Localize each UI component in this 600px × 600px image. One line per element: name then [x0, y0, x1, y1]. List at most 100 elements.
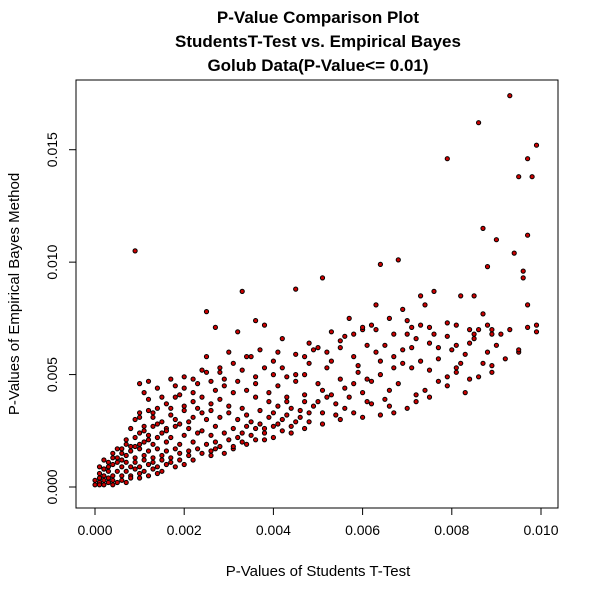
data-point [199, 394, 205, 400]
data-point [261, 437, 268, 443]
data-point [284, 399, 290, 405]
data-point [244, 354, 250, 360]
data-point [342, 333, 348, 339]
data-point [400, 306, 406, 312]
data-point [137, 441, 143, 447]
data-point [444, 320, 450, 326]
data-point [489, 369, 495, 375]
data-point [525, 232, 531, 238]
data-point [404, 318, 410, 324]
data-point [368, 401, 375, 407]
data-point [235, 416, 241, 423]
data-point [533, 322, 540, 328]
data-point [208, 448, 214, 454]
data-point [226, 437, 232, 443]
data-point [92, 477, 98, 483]
data-point [119, 477, 125, 483]
data-point [110, 455, 116, 461]
data-point [261, 322, 268, 328]
data-point [168, 455, 174, 461]
data-point [315, 399, 321, 405]
data-point [137, 464, 143, 470]
data-point [288, 405, 294, 411]
data-point [310, 403, 317, 409]
data-point [159, 452, 165, 459]
data-point [248, 432, 254, 438]
data-point [190, 457, 196, 463]
data-point [458, 293, 464, 299]
data-point [471, 331, 477, 337]
data-point [208, 407, 214, 414]
data-point [114, 468, 120, 474]
data-point [168, 434, 174, 441]
data-point [319, 410, 326, 416]
data-point [101, 466, 107, 472]
data-point [132, 443, 138, 450]
data-point [141, 428, 147, 434]
y-tick-label: 0.015 [44, 132, 60, 167]
data-point [324, 394, 330, 400]
data-point [239, 288, 245, 294]
data-point [230, 443, 236, 450]
data-point [208, 452, 214, 459]
data-point [163, 439, 169, 445]
data-point [476, 374, 482, 380]
data-point [257, 421, 263, 427]
data-point [306, 410, 312, 416]
data-point [101, 473, 107, 479]
data-point [141, 390, 147, 396]
data-point [186, 425, 192, 432]
data-point [351, 410, 357, 416]
data-point [270, 410, 276, 416]
data-point [426, 324, 433, 330]
data-point [476, 327, 482, 333]
data-point [297, 407, 303, 414]
data-point [422, 387, 428, 393]
data-point [154, 434, 160, 441]
data-point [489, 363, 495, 369]
data-point [110, 450, 116, 456]
data-point [150, 441, 156, 447]
data-point [302, 399, 308, 405]
data-point [302, 372, 308, 378]
data-point [409, 324, 415, 330]
data-point [480, 360, 486, 366]
data-point [458, 360, 464, 366]
data-point [284, 374, 290, 380]
data-point [163, 461, 169, 468]
data-point [212, 324, 218, 330]
data-point [105, 468, 112, 474]
data-point [480, 225, 486, 231]
data-point [266, 390, 272, 396]
data-point [351, 331, 357, 337]
data-point [244, 441, 250, 447]
data-point [105, 475, 112, 481]
data-point [409, 365, 415, 371]
data-point [212, 387, 218, 393]
data-point [404, 331, 410, 337]
data-point [462, 390, 468, 396]
data-point [177, 450, 183, 456]
data-point [132, 416, 138, 423]
plot-area-frame [75, 79, 559, 509]
data-point [154, 421, 160, 427]
chart-title: P-Value Comparison Plot StudentsT-Test v… [175, 8, 461, 75]
data-point [409, 345, 415, 351]
data-point [137, 430, 143, 436]
data-point [119, 450, 125, 456]
data-point [110, 482, 116, 488]
data-point [168, 376, 174, 382]
data-point [253, 437, 259, 443]
data-point [525, 324, 531, 330]
data-point [159, 468, 165, 474]
data-point [319, 275, 326, 281]
data-point [270, 372, 276, 378]
data-point [444, 374, 450, 380]
data-point [498, 331, 504, 337]
data-point [413, 336, 419, 342]
x-tick-label: 0.000 [77, 522, 112, 538]
data-point [172, 416, 178, 423]
data-point [119, 457, 125, 463]
data-point [462, 351, 468, 357]
data-point [395, 381, 401, 387]
